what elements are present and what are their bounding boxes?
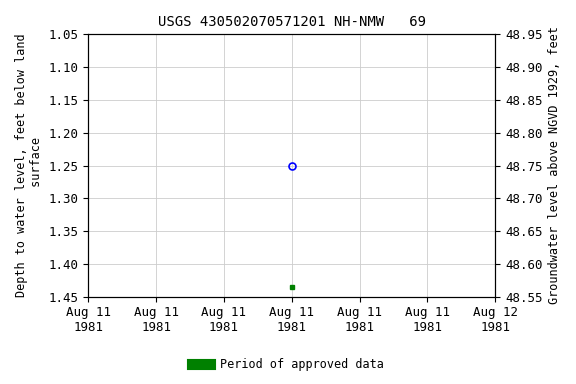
Title: USGS 430502070571201 NH-NMW   69: USGS 430502070571201 NH-NMW 69 [158, 15, 426, 29]
Y-axis label: Depth to water level, feet below land
 surface: Depth to water level, feet below land su… [15, 34, 43, 297]
Legend: Period of approved data: Period of approved data [188, 354, 388, 376]
Y-axis label: Groundwater level above NGVD 1929, feet: Groundwater level above NGVD 1929, feet [548, 26, 561, 305]
